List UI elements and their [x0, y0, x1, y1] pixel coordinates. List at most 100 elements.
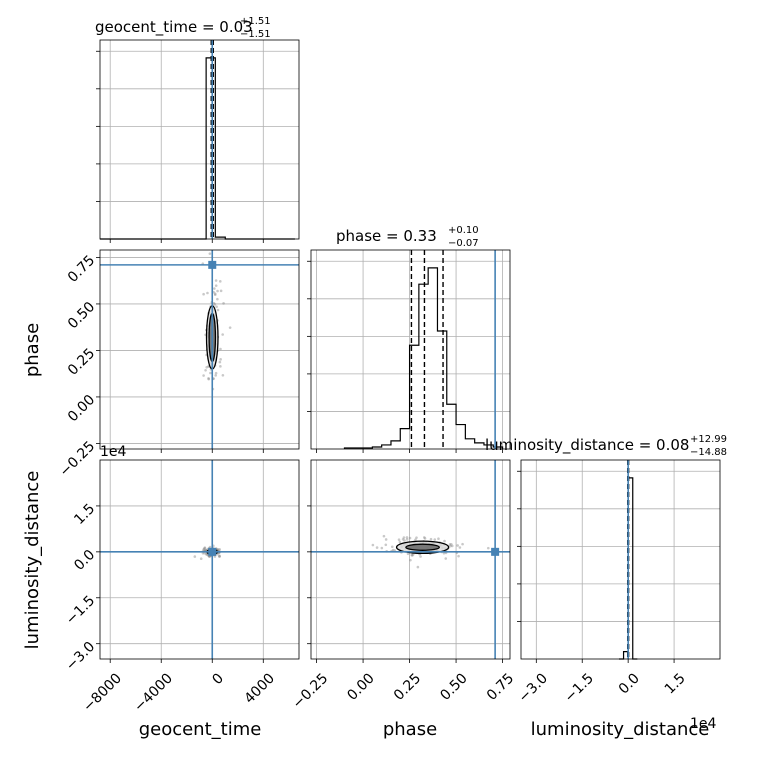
title-luminosity-distance-plus: +12.99 [690, 434, 727, 445]
y-tick-label: 0.50 [65, 299, 98, 332]
scatter-point [218, 280, 222, 283]
panel-joint-geocent_time-phase [99, 249, 300, 450]
scatter-point [411, 553, 415, 556]
scatter-point [410, 553, 414, 557]
xlabel-geocent-time: geocent_time [139, 719, 262, 740]
scatter-point [205, 366, 208, 369]
joint-geocent_time-luminosity_distance [100, 460, 299, 659]
contour-line [405, 543, 440, 551]
scatter-point [456, 544, 459, 547]
offset-luminosity-distance-y: 1e4 [100, 444, 127, 460]
scatter-point [203, 546, 206, 550]
scatter-point [219, 358, 222, 361]
scatter-point [204, 552, 208, 556]
scatter-point [382, 534, 386, 538]
x-tick-label: 0.25 [391, 670, 424, 703]
truth-marker [491, 547, 500, 556]
x-tick-label: 0.00 [344, 670, 377, 703]
scatter-point [405, 538, 409, 541]
truth-marker [208, 260, 217, 269]
scatter-point [411, 554, 414, 557]
scatter-point [217, 548, 220, 551]
title-phase: phase = 0.33 [336, 227, 437, 245]
scatter-point [213, 293, 217, 297]
scatter-point [216, 308, 220, 312]
scatter-point [405, 536, 409, 539]
scatter-point [437, 537, 440, 541]
x-tick-label: 0.50 [437, 670, 470, 703]
scatter-point [214, 284, 218, 287]
histogram-geocent_time [100, 57, 295, 240]
scatter-point [403, 539, 406, 542]
scatter-point [398, 540, 402, 544]
scatter-point [422, 536, 426, 539]
scatter-point [204, 548, 208, 552]
scatter-point [218, 555, 221, 558]
scatter-point [207, 377, 210, 380]
scatter-point [391, 548, 395, 552]
x-tick-label: −1.5 [562, 670, 597, 705]
scatter-point [384, 543, 388, 547]
scatter-point [222, 302, 225, 305]
scatter-point [419, 555, 422, 558]
scatter-point [444, 557, 448, 560]
scatter-point [215, 305, 218, 309]
y-tick-label: 0.25 [65, 345, 98, 378]
scatter-point [375, 546, 379, 549]
gridlines [100, 460, 299, 659]
x-tick-label: 1.5 [662, 670, 689, 697]
scatter-point [199, 557, 203, 560]
panel-hist-luminosity_distance [520, 459, 721, 660]
panel-joint-phase-luminosity_distance [310, 459, 511, 660]
scatter-point [449, 542, 453, 546]
panel-joint-geocent_time-luminosity_distance [99, 459, 300, 660]
scatter-point [209, 371, 212, 375]
scatter-point [429, 537, 433, 541]
scatter-point [203, 546, 207, 549]
scatter-point [415, 536, 418, 539]
x-tick-label: −0.25 [290, 670, 332, 712]
scatter-point [443, 539, 446, 543]
x-tick-label: −3.0 [516, 670, 551, 705]
scatter-point [207, 377, 211, 381]
x-tick-label: 0.0 [616, 670, 643, 697]
scatter-point [208, 545, 212, 549]
panel-hist-geocent_time [99, 39, 300, 240]
gridlines [311, 460, 510, 659]
title-geocent-time-plus: +1.51 [240, 16, 271, 27]
title-luminosity-distance: luminosity_distance = 0.08 [485, 436, 689, 455]
gridlines [100, 250, 299, 449]
scatter-point [214, 371, 218, 375]
y-tick-label: −1.5 [63, 593, 98, 628]
scatter-point [213, 303, 217, 306]
scatter-point [218, 555, 221, 558]
contour-line [395, 540, 450, 555]
truth-marker [208, 547, 217, 556]
ylabel-phase: phase [22, 323, 43, 377]
scatter-point [218, 548, 222, 551]
scatter-point [202, 374, 205, 377]
scatter-point [486, 546, 490, 550]
title-phase-minus: −0.07 [448, 238, 479, 249]
scatter-point [216, 297, 219, 301]
scatter-point [414, 538, 417, 541]
title-geocent-time-minus: −1.51 [240, 29, 271, 40]
x-tick-label: 0.75 [484, 670, 517, 703]
scatter-point [384, 538, 388, 541]
title-phase-plus: +0.10 [448, 225, 479, 236]
offset-luminosity-distance-x: 1e4 [690, 716, 717, 732]
gridlines [311, 250, 510, 449]
x-tick-label: −8000 [80, 670, 125, 715]
scatter-point [458, 546, 462, 549]
scatter-point [202, 292, 205, 296]
scatter-point [202, 548, 205, 551]
joint-phase-luminosity_distance [311, 460, 510, 659]
scatter-point [448, 543, 452, 546]
x-tick-label: 4000 [242, 670, 279, 707]
gridlines [521, 460, 720, 659]
scatter-point [208, 252, 212, 256]
y-tick-label: 0.0 [71, 547, 98, 574]
scatter-point [213, 292, 217, 295]
scatter-point [408, 536, 412, 540]
